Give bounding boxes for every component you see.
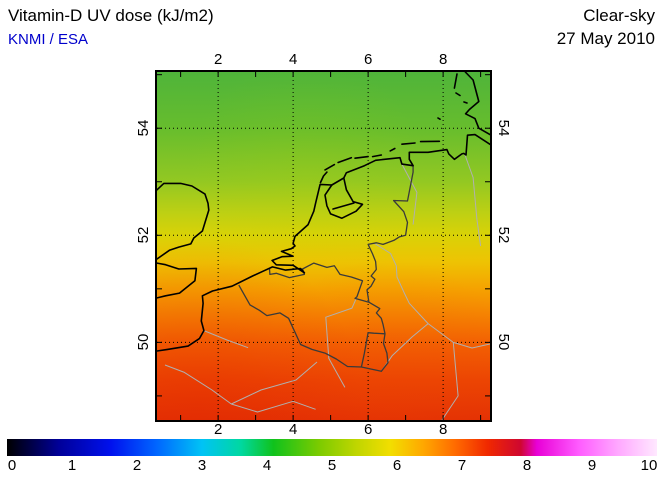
lon-tick-label-bottom: 2 xyxy=(213,421,223,438)
header-right: Clear-sky 27 May 2010 xyxy=(557,6,655,49)
coast-wadden-islands xyxy=(319,73,468,184)
sky-condition: Clear-sky xyxy=(583,6,655,25)
page-title: Vitamin-D UV dose (kJ/m2) xyxy=(8,6,214,25)
colorbar-tick-label: 7 xyxy=(457,457,467,474)
lon-tick-label-bottom: 4 xyxy=(288,421,298,438)
lon-tick-label-top: 4 xyxy=(288,51,298,68)
uv-dose-field-texture xyxy=(157,72,490,420)
colorbar-tick-label: 6 xyxy=(392,457,402,474)
colorbar-tick-label: 4 xyxy=(262,457,272,474)
coast-england-east-anglia xyxy=(157,182,210,260)
lat-tick-label-right: 54 xyxy=(495,119,512,137)
lat-tick-label-left: 54 xyxy=(135,119,152,137)
colorbar xyxy=(7,439,657,456)
frame-ticks xyxy=(157,72,490,420)
coast-schleswig xyxy=(464,72,490,136)
rivers xyxy=(164,154,490,420)
coast-continent xyxy=(157,133,490,352)
country-borders xyxy=(238,165,414,372)
uv-dose-field xyxy=(157,72,490,420)
colorbar-tick-label: 10 xyxy=(640,457,658,474)
lon-tick-label-bottom: 8 xyxy=(438,421,448,438)
colorbar-tick-label: 1 xyxy=(67,457,77,474)
border-belgium-netherlands xyxy=(268,262,370,303)
lat-tick-label-left: 50 xyxy=(135,334,152,351)
colorbar-tick-label: 8 xyxy=(522,457,532,474)
data-source: KNMI / ESA xyxy=(8,31,89,48)
lon-tick-label-top: 8 xyxy=(438,51,448,68)
header-left: Vitamin-D UV dose (kJ/m2) KNMI / ESA xyxy=(8,6,214,49)
lat-tick-label-left: 52 xyxy=(135,226,152,244)
lon-tick-label-bottom: 6 xyxy=(363,421,373,438)
border-netherlands-germany xyxy=(366,165,414,303)
colorbar-tick-label: 5 xyxy=(327,457,337,474)
coast-ijsselmeer xyxy=(324,177,364,219)
colorbar-tick-label: 3 xyxy=(197,457,207,474)
lat-tick-label-right: 52 xyxy=(495,226,512,244)
map-date: 27 May 2010 xyxy=(556,29,655,48)
colorbar-tick-label: 2 xyxy=(132,457,142,474)
map-frame xyxy=(155,70,492,422)
map-linework xyxy=(157,72,490,420)
colorbar-tick-label: 9 xyxy=(587,457,597,474)
lon-tick-label-top: 6 xyxy=(363,51,373,68)
lat-tick-label-right: 50 xyxy=(495,334,512,351)
lon-tick-label-top: 2 xyxy=(213,51,223,68)
colorbar-tick-label: 0 xyxy=(7,457,17,474)
coastlines xyxy=(157,72,490,352)
border-france-belgium-luxembourg xyxy=(238,284,389,372)
graticule xyxy=(157,72,490,420)
coast-england-kent xyxy=(157,262,198,299)
border-belgium-luxembourg xyxy=(360,332,386,368)
